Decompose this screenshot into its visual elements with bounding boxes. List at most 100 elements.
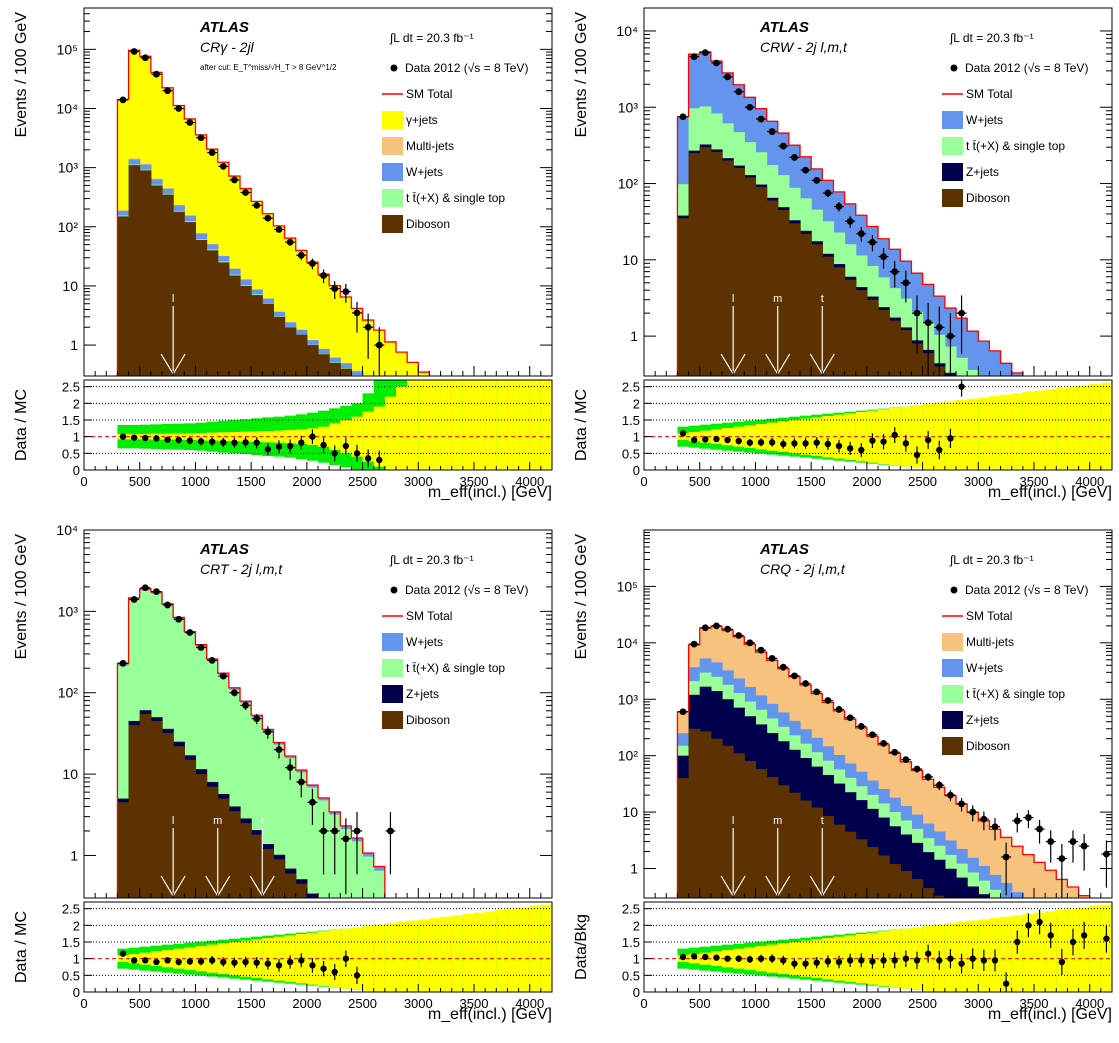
- ratio-point: [757, 439, 765, 446]
- y-tick-label: 10²: [618, 748, 639, 764]
- ratio-y-tick-label: 0.5: [62, 446, 80, 461]
- bar-diboson: [822, 816, 835, 898]
- legend-sm-total-label: SM Total: [406, 609, 452, 623]
- bar-diboson: [911, 343, 924, 376]
- legend-swatch-w_jets: [382, 163, 403, 181]
- bar-top: [251, 717, 263, 898]
- ratio-point: [724, 955, 731, 962]
- cut-label: m: [773, 293, 782, 305]
- ratio-y-tick-label: 2: [633, 918, 640, 933]
- bar-multi_jets: [1045, 870, 1057, 898]
- data-point: [119, 96, 127, 104]
- data-point: [297, 778, 305, 786]
- x-axis-title: m_eff(incl.) [GeV]: [988, 484, 1112, 501]
- data-point: [724, 73, 731, 81]
- bar-diboson: [788, 792, 801, 898]
- data-point: [219, 162, 227, 170]
- panel-cr-q: l m t 1 10 10² 10³ 10⁴ 10⁵ 0 0.5 1 1.5 2 2.5 0 500 1000 15…: [560, 522, 1119, 1043]
- ratio-point: [802, 960, 809, 967]
- y-tick-label: 10⁵: [617, 578, 638, 594]
- legend-swatch-diboson: [382, 711, 403, 729]
- bar-multi_jets: [1078, 895, 1091, 898]
- ratio-point: [924, 950, 932, 957]
- region-label: CRQ - 2j l,m,t: [760, 561, 846, 577]
- x-tick-label: 3000: [404, 996, 433, 1011]
- bar-z_jets: [967, 886, 979, 898]
- bar-diboson: [195, 239, 208, 376]
- bar-diboson: [688, 153, 701, 376]
- bar-w_jets: [1011, 372, 1024, 376]
- data-point: [813, 688, 821, 696]
- bar-diboson: [699, 731, 712, 898]
- legend-label-z_jets: Z+jets: [966, 165, 999, 179]
- ratio-y-tick-label: 2: [73, 918, 80, 933]
- legend-label-w_jets: W+jets: [966, 113, 1003, 127]
- ratio-point: [858, 957, 865, 964]
- x-tick-label: 500: [129, 474, 151, 489]
- ratio-point: [353, 450, 361, 457]
- main-plot-area: [116, 584, 396, 898]
- bar-diboson: [733, 167, 745, 376]
- bar-diboson: [318, 354, 330, 376]
- ratio-band-inner: [967, 398, 979, 470]
- bar-multi_jets: [989, 829, 1002, 898]
- data-point: [264, 214, 272, 222]
- ratio-y-tick-label: 1: [633, 430, 640, 445]
- ratio-point: [936, 446, 943, 454]
- ratio-y-tick-label: 2.5: [622, 902, 640, 917]
- legend-swatch-top: [942, 137, 963, 155]
- ratio-point: [220, 439, 227, 446]
- ratio-point: [958, 383, 965, 390]
- ratio-point: [119, 433, 127, 440]
- bar-diboson: [228, 275, 241, 376]
- data-point: [353, 827, 361, 835]
- ratio-point: [153, 958, 160, 966]
- ratio-y-tick-label: 1: [73, 952, 80, 967]
- bar-top: [206, 660, 219, 898]
- data-point: [958, 309, 965, 317]
- bar-z_jets: [956, 877, 968, 898]
- bar-diboson: [273, 859, 286, 898]
- bar-gamma_jets: [262, 213, 275, 376]
- bar-diboson: [206, 786, 219, 898]
- ratio-y-tick-label: 0: [633, 463, 640, 478]
- ratio-point: [768, 439, 776, 446]
- ratio-band-inner: [273, 936, 286, 981]
- ratio-band-inner: [117, 955, 130, 962]
- legend-swatch-diboson: [942, 189, 963, 207]
- data-point: [175, 105, 183, 112]
- bar-top: [117, 665, 130, 898]
- bar-top: [295, 772, 308, 898]
- data-point: [735, 88, 743, 96]
- bar-diboson: [844, 279, 857, 376]
- ratio-point: [735, 437, 742, 445]
- y-axis-title: Events / 100 GeV: [13, 12, 30, 138]
- ratio-point: [880, 957, 887, 964]
- data-point: [141, 54, 149, 62]
- ratio-y-axis-title: Data/Bkg: [573, 914, 590, 980]
- bar-w_jets: [967, 331, 979, 376]
- bar-diboson: [240, 285, 252, 376]
- ratio-band-inner: [1045, 911, 1057, 992]
- ratio-y-tick-label: 0.5: [622, 968, 640, 983]
- data-point: [1025, 814, 1032, 821]
- ratio-point: [980, 957, 988, 964]
- legend-swatch-z_jets: [942, 711, 963, 729]
- bar-diboson: [162, 732, 174, 898]
- bar-diboson: [173, 211, 185, 376]
- bar-diboson: [900, 871, 913, 898]
- ratio-band-inner: [384, 396, 397, 470]
- ratio-point: [813, 959, 820, 966]
- legend-label-multi_jets: Multi-jets: [406, 139, 454, 153]
- legend-label-top: t t̄(+X) & single top: [406, 661, 505, 675]
- bar-diboson: [699, 147, 712, 376]
- ratio-point: [142, 957, 149, 964]
- bar-diboson: [184, 759, 197, 898]
- x-tick-label: 1500: [797, 996, 826, 1011]
- ratio-plot-area: [84, 380, 552, 470]
- x-tick-label: 4000: [515, 996, 544, 1011]
- x-tick-label: 1000: [741, 996, 770, 1011]
- x-tick-label: 4000: [515, 474, 544, 489]
